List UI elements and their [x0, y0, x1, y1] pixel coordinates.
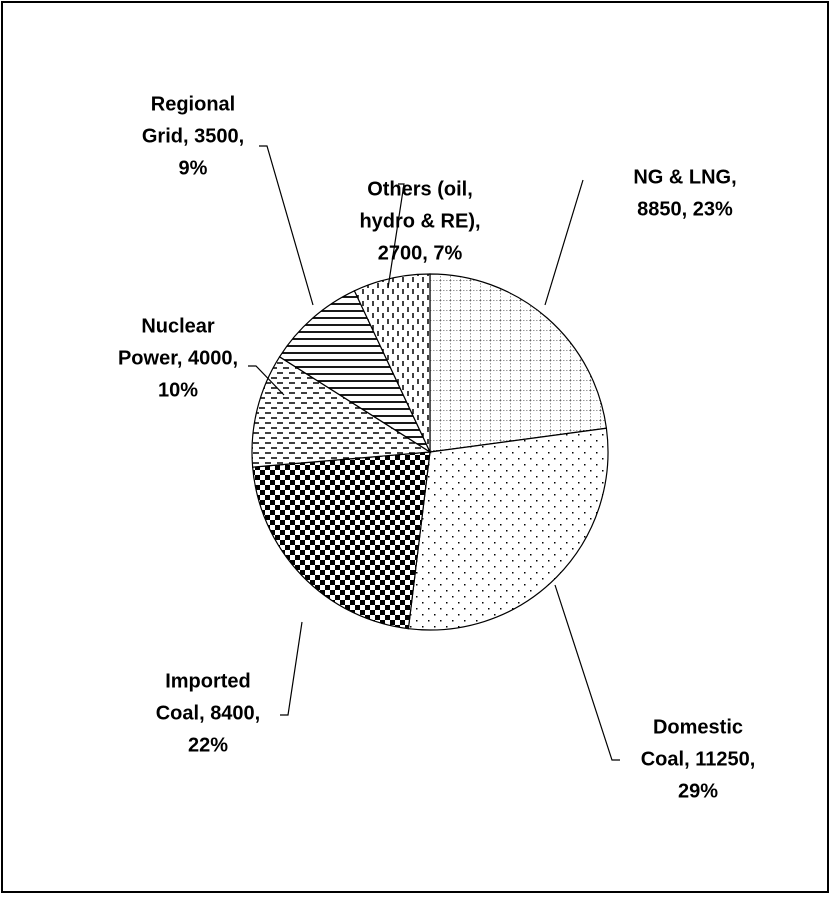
leader-line [259, 145, 314, 306]
leader-line [544, 179, 584, 306]
leader-line [387, 183, 405, 289]
leader-line [280, 621, 303, 716]
slice-label: 8850, 23% [637, 198, 733, 220]
leader-line [248, 365, 285, 396]
slice-label: Grid, 3500, [142, 125, 244, 147]
slice-label: Others (oil, [367, 178, 473, 200]
slice-label: 10% [158, 379, 198, 401]
slice-label: Regional [151, 93, 235, 115]
slice-label: 29% [678, 780, 718, 802]
leader-line [554, 584, 620, 761]
pie-slice [251, 355, 432, 468]
slice-label: 2700, 7% [378, 242, 463, 264]
pie-slice [407, 427, 609, 631]
slice-label: Imported [165, 670, 251, 692]
pie-slice [251, 451, 431, 630]
pie-slice [278, 290, 432, 454]
slice-label: hydro & RE), [359, 210, 480, 232]
slice-label: Power, 4000, [118, 347, 238, 369]
slice-label: 22% [188, 734, 228, 756]
slice-label: Domestic [653, 716, 743, 738]
pie-slice [353, 273, 431, 453]
slice-label: 9% [179, 157, 208, 179]
slice-label: Coal, 11250, [641, 748, 756, 770]
slice-label: Coal, 8400, [156, 702, 261, 724]
pie-slice [429, 273, 608, 453]
slice-label: Nuclear [141, 315, 215, 337]
slice-label: NG & LNG, [633, 166, 736, 188]
